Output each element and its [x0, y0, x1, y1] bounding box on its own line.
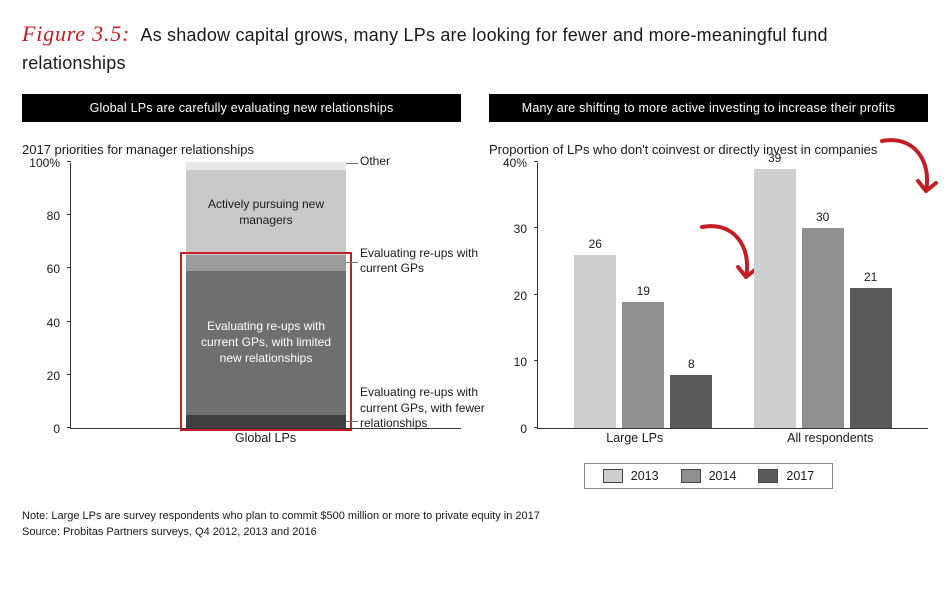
y-tick: 100%: [20, 156, 60, 170]
y-tick: 10: [487, 355, 527, 369]
stacked-column: Evaluating re-ups with current GPs, with…: [186, 162, 346, 428]
bar-all-2014: 30: [802, 228, 844, 428]
y-tick: 40%: [487, 156, 527, 170]
leader-line: [346, 421, 358, 422]
right-panel: Many are shifting to more active investi…: [489, 94, 928, 489]
bar-value-label: 30: [802, 210, 844, 224]
stack-label-reups: Evaluating re-ups with current GPs: [360, 246, 500, 277]
right-panel-header: Many are shifting to more active investi…: [489, 94, 928, 122]
y-tick: 0: [487, 422, 527, 436]
left-plot: 020406080100% Evaluating re-ups with cur…: [22, 163, 461, 453]
bar-large-2017: 8: [670, 375, 712, 428]
left-panel: Global LPs are carefully evaluating new …: [22, 94, 461, 489]
bar-group-all: 393021: [754, 169, 892, 428]
legend-label: 2017: [786, 469, 814, 483]
right-plot-area: 26198393021: [537, 163, 928, 429]
legend: 2013 2014 2017: [584, 463, 833, 489]
figure-label: Figure 3.5:: [22, 21, 130, 46]
left-y-axis: 020406080100%: [22, 163, 64, 429]
y-tick: 0: [20, 422, 60, 436]
leader-line: [346, 163, 358, 164]
stack-segment-reups: [186, 255, 346, 271]
left-plot-area: Evaluating re-ups with current GPs, with…: [70, 163, 461, 429]
figure-title-text: As shadow capital grows, many LPs are lo…: [22, 25, 828, 73]
stack-label-fewer: Evaluating re-ups with current GPs, with…: [360, 385, 500, 432]
x-label-all: All respondents: [733, 431, 929, 453]
bar-all-2017: 21: [850, 288, 892, 428]
y-tick: 60: [20, 262, 60, 276]
stack-segment-fewer: [186, 415, 346, 428]
y-tick: 40: [20, 316, 60, 330]
legend-label: 2014: [709, 469, 737, 483]
leader-line: [346, 262, 358, 263]
bar-group-large: 26198: [574, 255, 712, 428]
footnotes: Note: Large LPs are survey respondents w…: [22, 509, 928, 541]
bar-large-2014: 19: [622, 302, 664, 428]
bar-all-2013: 39: [754, 169, 796, 428]
y-tick: 30: [487, 222, 527, 236]
y-tick: 80: [20, 209, 60, 223]
panels-row: Global LPs are carefully evaluating new …: [22, 94, 928, 489]
stack-segment-pursue: Actively pursuing new managers: [186, 170, 346, 255]
y-tick: 20: [487, 289, 527, 303]
bar-value-label: 8: [670, 357, 712, 371]
stack-segment-limited: Evaluating re-ups with current GPs, with…: [186, 271, 346, 415]
bar-value-label: 26: [574, 237, 616, 251]
figure-title: Figure 3.5: As shadow capital grows, man…: [22, 18, 928, 76]
left-panel-header: Global LPs are carefully evaluating new …: [22, 94, 461, 122]
bar-value-label: 21: [850, 270, 892, 284]
right-x-labels: Large LPsAll respondents: [537, 431, 928, 453]
bar-value-label: 39: [754, 151, 796, 165]
legend-swatch: [603, 469, 623, 483]
left-x-labels: Global LPs: [70, 431, 461, 453]
legend-item-2013: 2013: [603, 469, 659, 483]
bar-value-label: 19: [622, 284, 664, 298]
right-panel-subtitle: Proportion of LPs who don't coinvest or …: [489, 142, 928, 157]
source-text: Source: Probitas Partners surveys, Q4 20…: [22, 525, 928, 541]
legend-item-2017: 2017: [758, 469, 814, 483]
right-y-axis: 010203040%: [489, 163, 531, 429]
x-label-large: Large LPs: [537, 431, 733, 453]
legend-item-2014: 2014: [681, 469, 737, 483]
legend-label: 2013: [631, 469, 659, 483]
stack-label-other: Other: [360, 154, 500, 170]
y-tick: 20: [20, 369, 60, 383]
figure-container: Figure 3.5: As shadow capital grows, man…: [0, 0, 950, 553]
stack-segment-other: [186, 162, 346, 170]
bar-large-2013: 26: [574, 255, 616, 428]
legend-swatch: [758, 469, 778, 483]
right-plot: 010203040% 26198393021 Large LPsAll resp…: [489, 163, 928, 453]
left-category-label: Global LPs: [70, 431, 461, 453]
legend-swatch: [681, 469, 701, 483]
note-text: Note: Large LPs are survey respondents w…: [22, 509, 928, 525]
